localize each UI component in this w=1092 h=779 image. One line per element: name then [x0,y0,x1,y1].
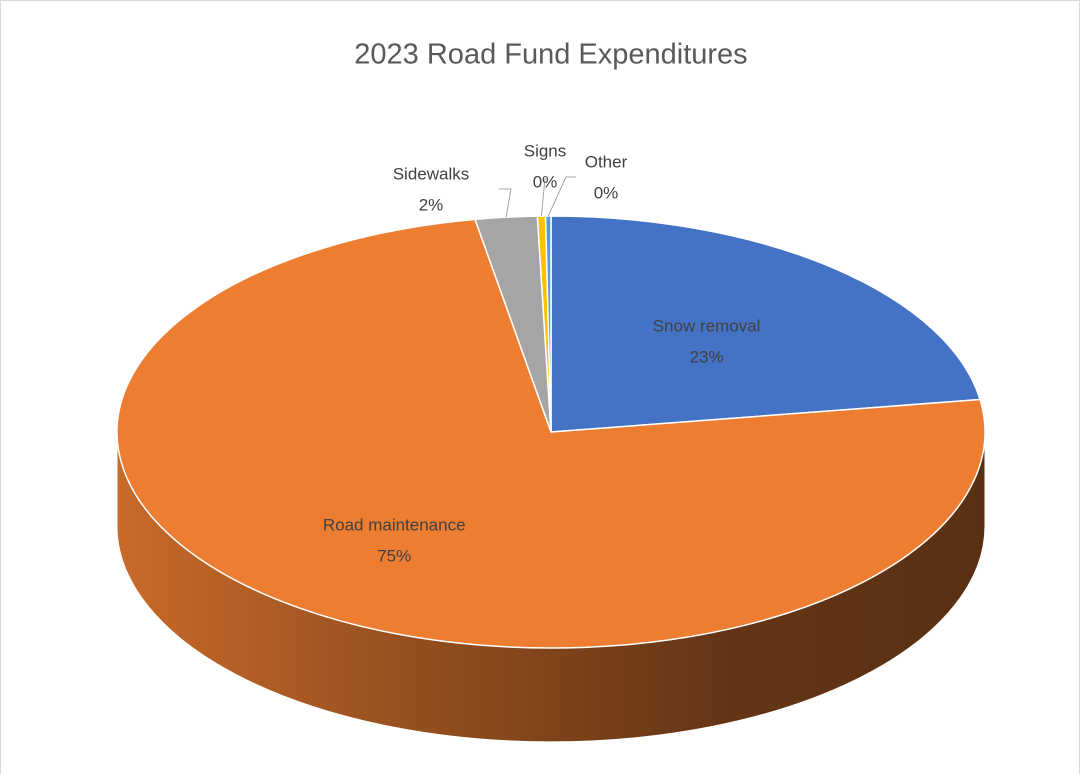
data-label-value: 23% [690,347,724,366]
leader-line [547,176,576,217]
slice [544,215,552,433]
data-label-value: 2% [419,195,444,214]
data-label-value: 75% [377,546,411,565]
data-label-category: Sidewalks [393,164,470,183]
slice [116,218,986,649]
data-label-category: Signs [524,141,567,160]
data-label-category: Road maintenance [323,515,466,534]
chart-title: 2023 Road Fund Expenditures [354,39,747,71]
slice [550,215,982,433]
leader-line [540,177,546,217]
data-label-value: 0% [533,172,558,191]
data-label-category: Snow removal [653,316,761,335]
data-label-value: 0% [594,183,619,202]
leader-line [499,188,512,218]
data-label-category: Other [585,152,628,171]
